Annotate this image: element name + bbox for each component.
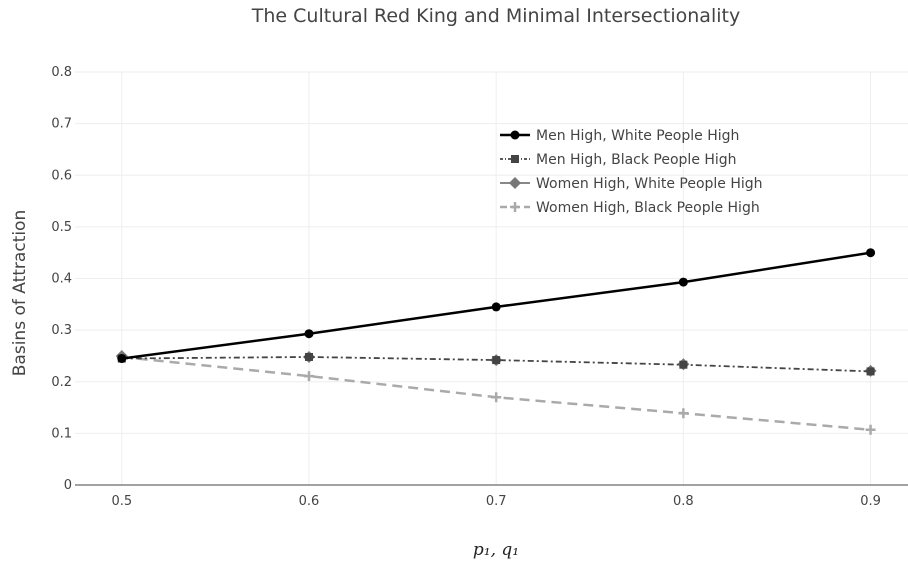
x-tick-label: 0.6 (299, 494, 320, 509)
data-point (304, 352, 313, 361)
data-point (492, 356, 501, 365)
legend-label: Women High, Black People High (536, 200, 760, 216)
data-point (491, 302, 501, 312)
y-tick-label: 0 (64, 478, 72, 493)
legend-marker (510, 130, 520, 140)
legend: Men High, White People High Men High, Bla… (500, 128, 763, 216)
data-point (117, 354, 127, 364)
legend-label: Women High, White People High (536, 176, 763, 192)
y-tick-label: 0.4 (51, 272, 72, 287)
x-tick-label: 0.7 (486, 494, 507, 509)
legend-marker (509, 177, 521, 189)
data-point (678, 277, 688, 287)
data-point (491, 392, 502, 403)
data-point (865, 424, 876, 435)
legend-marker (510, 202, 520, 212)
x-tick-label: 0.5 (111, 494, 132, 509)
y-tick-label: 0.2 (51, 375, 72, 390)
x-tick-labels: 0.5 0.6 0.7 0.8 0.9 (111, 494, 880, 509)
chart-title: The Cultural Red King and Minimal Inters… (251, 5, 740, 27)
legend-label: Men High, White People High (536, 128, 739, 144)
series-1 (117, 248, 876, 364)
y-tick-label: 0.7 (51, 117, 72, 132)
data-point (304, 329, 314, 339)
legend-marker (511, 155, 519, 163)
legend-item: Men High, Black People High (500, 152, 737, 168)
x-axis-label: p₁, q₁ (473, 540, 519, 560)
data-point (678, 408, 689, 419)
data-point (866, 248, 876, 258)
x-tick-label: 0.8 (673, 494, 694, 509)
y-tick-label: 0.3 (51, 323, 72, 338)
legend-item: Women High, Black People High (500, 200, 760, 216)
x-tick-label: 0.9 (860, 494, 881, 509)
y-tick-label: 0.8 (51, 65, 72, 80)
y-tick-label: 0.6 (51, 168, 72, 183)
legend-item: Women High, White People High (500, 176, 763, 192)
data-point (866, 367, 875, 376)
y-tick-labels: 0 0.1 0.2 0.3 0.4 0.5 0.6 0.7 0.8 (51, 65, 72, 493)
series (115, 248, 877, 435)
legend-item: Men High, White People High (500, 128, 739, 144)
data-point (679, 360, 688, 369)
data-point (303, 371, 314, 382)
y-tick-label: 0.1 (51, 426, 72, 441)
y-tick-label: 0.5 (51, 220, 72, 235)
legend-label: Men High, Black People High (536, 152, 737, 168)
grid (75, 71, 908, 485)
y-axis-label: Basins of Attraction (10, 210, 30, 376)
